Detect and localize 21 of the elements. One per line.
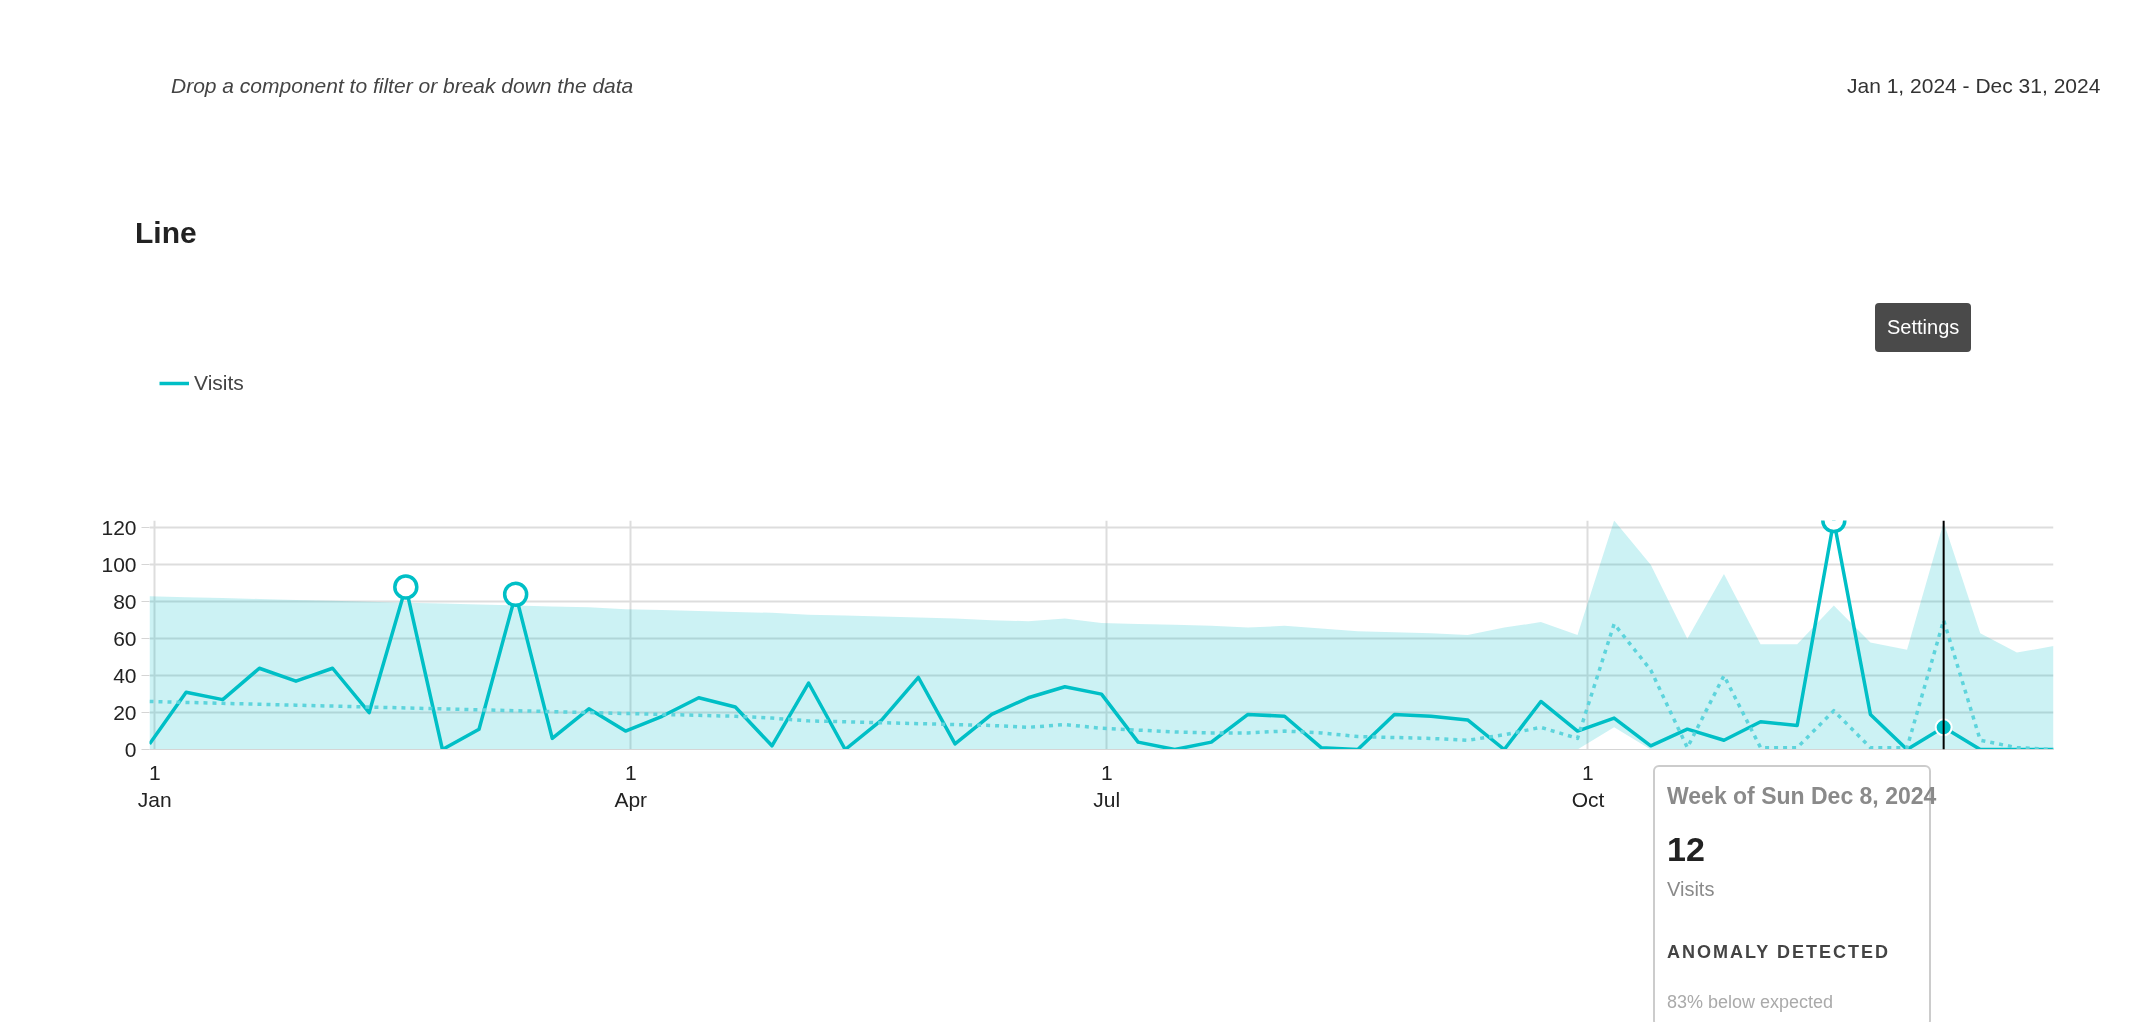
y-tick-label: 0 — [124, 737, 137, 761]
chart-subtitle: Jan 1, 2024 - Dec 31, 2024 — [1847, 73, 2101, 99]
x-tick-label: 1 Jul — [1093, 760, 1121, 812]
y-tick-label: 100 — [101, 552, 137, 576]
text: Visits — [1667, 877, 1715, 902]
y-tick-label: 40 — [113, 663, 137, 687]
y-tick-label: 80 — [113, 589, 137, 613]
x-tick-label: 1 Apr — [614, 760, 648, 812]
text: 83% below expected — [1667, 991, 1834, 1014]
legend-label: Visits — [194, 370, 244, 395]
x-tick-label: 1 Oct — [1571, 760, 1605, 812]
text: Drop a component to filter or break down the data — [171, 73, 634, 99]
y-tick-label: 20 — [113, 700, 137, 724]
y-tick-label: 120 — [101, 515, 137, 539]
text: 12 — [1667, 829, 1705, 870]
x-tick-label: 1 Jan — [137, 760, 172, 812]
chart-title: Line — [135, 215, 197, 251]
annotation: Week of Sun Dec 8, 2024 — [1667, 782, 1937, 811]
text: ANOMALY DETECTED — [1667, 941, 1891, 964]
y-tick-label: 60 — [113, 626, 137, 650]
text: Settings — [1875, 303, 1972, 352]
